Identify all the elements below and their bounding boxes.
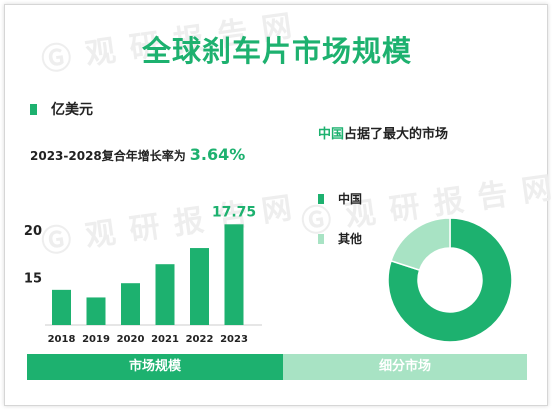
unit-label: 亿美元 bbox=[51, 102, 93, 118]
pie-legend-swatch bbox=[318, 233, 324, 244]
x-tick-label: 2019 bbox=[82, 334, 110, 345]
pie-legend-swatch bbox=[318, 193, 324, 204]
donut-slice-other bbox=[390, 217, 451, 272]
pie-title-rest: 占据了最大的市场 bbox=[344, 127, 449, 142]
cagr-value: 3.64% bbox=[189, 145, 246, 164]
donut-slice-china bbox=[387, 217, 513, 343]
bar-2021 bbox=[155, 264, 175, 325]
pie-title-highlight: 中国 bbox=[318, 127, 345, 142]
x-tick-label: 2022 bbox=[186, 334, 214, 345]
page-title: 全球刹车片市场规模 bbox=[141, 34, 412, 68]
y-tick-label: 15 bbox=[24, 272, 42, 287]
x-tick-label: 2020 bbox=[117, 334, 145, 345]
pie-legend-item-china: 中国 bbox=[318, 190, 362, 207]
bar-2022 bbox=[190, 248, 209, 325]
bar-chart: 15 20 2018 2019 2020 2021 2022 2023 17.75 bbox=[24, 204, 262, 345]
cagr-text: 2023-2028复合年增长率为 3.64% bbox=[30, 145, 245, 164]
bar-2019 bbox=[86, 297, 106, 325]
cagr-label: 2023-2028复合年增长率为 bbox=[30, 149, 186, 163]
bar-2023 bbox=[224, 224, 244, 325]
x-tick-label: 2018 bbox=[48, 334, 76, 345]
y-tick-label: 20 bbox=[24, 224, 42, 239]
footer-tab-market-size: 市场规模 bbox=[27, 354, 283, 380]
unit-legend: 亿美元 bbox=[30, 99, 93, 119]
data-label: 17.75 bbox=[212, 204, 256, 220]
unit-legend-swatch bbox=[30, 103, 37, 115]
x-tick-label: 2021 bbox=[151, 334, 179, 345]
pie-chart-title: 中国占据了最大的市场 bbox=[318, 123, 448, 142]
bar-2018 bbox=[52, 289, 71, 325]
x-tick-label: 2023 bbox=[220, 334, 248, 345]
donut-chart bbox=[387, 217, 513, 343]
pie-legend-label: 其他 bbox=[338, 232, 363, 246]
pie-legend-label: 中国 bbox=[338, 192, 363, 206]
pie-legend-item-other: 其他 bbox=[318, 230, 362, 247]
footer-tab-segments: 细分市场 bbox=[283, 354, 527, 380]
bar-2020 bbox=[121, 283, 140, 325]
